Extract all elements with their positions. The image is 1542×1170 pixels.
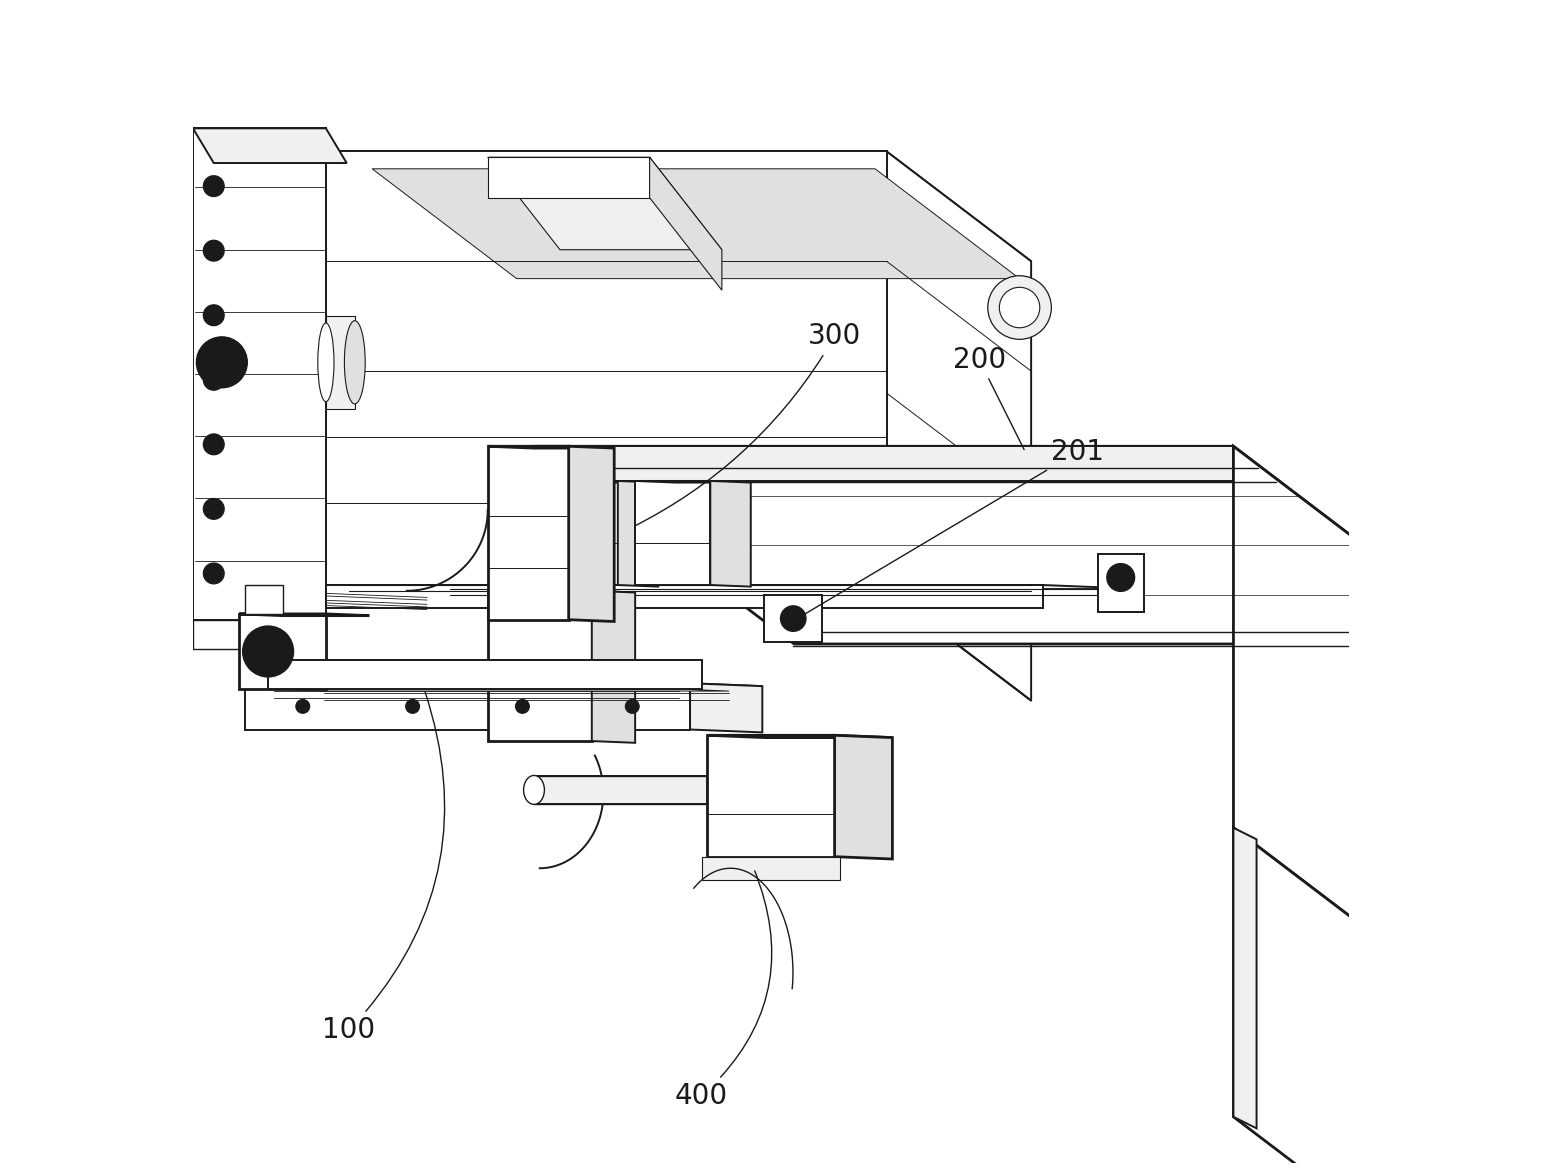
Polygon shape	[268, 660, 702, 689]
Polygon shape	[1234, 446, 1494, 1025]
Polygon shape	[834, 735, 893, 859]
Circle shape	[204, 370, 224, 391]
Polygon shape	[372, 168, 1019, 278]
Polygon shape	[702, 856, 840, 880]
Circle shape	[204, 176, 224, 197]
Polygon shape	[534, 776, 708, 804]
Polygon shape	[487, 446, 569, 620]
Polygon shape	[635, 481, 711, 585]
Polygon shape	[325, 585, 1144, 589]
Polygon shape	[1042, 585, 1144, 612]
Ellipse shape	[344, 321, 365, 404]
Polygon shape	[765, 596, 822, 641]
Text: 201: 201	[790, 438, 1104, 622]
Polygon shape	[487, 591, 592, 741]
Polygon shape	[487, 446, 614, 448]
Polygon shape	[193, 129, 347, 163]
Polygon shape	[534, 446, 1494, 644]
Circle shape	[204, 305, 224, 325]
Polygon shape	[543, 481, 618, 585]
Text: 300: 300	[635, 323, 862, 526]
Ellipse shape	[999, 288, 1039, 328]
Circle shape	[1107, 564, 1135, 591]
Circle shape	[204, 563, 224, 584]
Circle shape	[626, 700, 640, 714]
Circle shape	[515, 700, 529, 714]
Circle shape	[490, 564, 520, 594]
Circle shape	[204, 240, 224, 261]
Polygon shape	[708, 735, 893, 737]
Polygon shape	[1234, 828, 1257, 1128]
Text: 100: 100	[322, 691, 444, 1044]
Circle shape	[296, 700, 310, 714]
Polygon shape	[887, 151, 1032, 701]
Circle shape	[497, 571, 513, 587]
Circle shape	[788, 613, 799, 625]
Circle shape	[204, 434, 224, 455]
Polygon shape	[534, 446, 1234, 481]
Polygon shape	[635, 481, 751, 482]
Polygon shape	[487, 157, 649, 198]
Circle shape	[780, 606, 806, 632]
Polygon shape	[325, 585, 1042, 608]
Polygon shape	[274, 689, 729, 691]
Polygon shape	[618, 481, 658, 586]
Ellipse shape	[318, 323, 335, 401]
Polygon shape	[487, 157, 722, 249]
Text: 200: 200	[953, 345, 1024, 449]
Polygon shape	[245, 683, 762, 686]
Polygon shape	[543, 481, 658, 482]
Circle shape	[242, 626, 293, 677]
Circle shape	[204, 498, 224, 519]
Polygon shape	[245, 683, 691, 730]
Polygon shape	[193, 129, 325, 620]
Circle shape	[406, 700, 419, 714]
Ellipse shape	[988, 276, 1052, 339]
Polygon shape	[325, 151, 1032, 261]
Circle shape	[196, 337, 247, 387]
Polygon shape	[592, 591, 635, 743]
Polygon shape	[708, 735, 834, 856]
Circle shape	[208, 349, 236, 377]
Polygon shape	[1098, 555, 1144, 612]
Polygon shape	[1234, 828, 1494, 1170]
Polygon shape	[325, 316, 355, 408]
Circle shape	[254, 638, 282, 666]
Polygon shape	[193, 620, 325, 666]
Polygon shape	[569, 446, 614, 621]
Polygon shape	[487, 591, 635, 592]
Polygon shape	[691, 683, 762, 732]
Polygon shape	[239, 614, 325, 689]
Polygon shape	[649, 157, 722, 290]
Polygon shape	[711, 481, 751, 586]
Polygon shape	[325, 151, 887, 591]
Ellipse shape	[524, 776, 544, 804]
Polygon shape	[239, 614, 369, 615]
Polygon shape	[245, 585, 284, 614]
Text: 400: 400	[675, 870, 771, 1110]
